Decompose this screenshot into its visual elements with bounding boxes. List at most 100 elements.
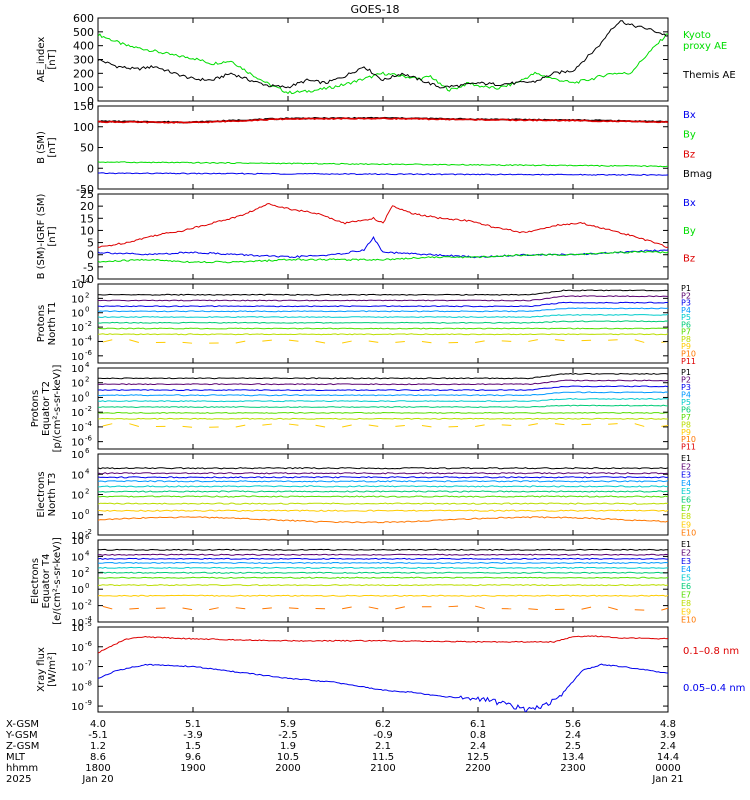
y-tick-label: 10 — [71, 618, 84, 629]
panel-traces — [98, 548, 668, 611]
x-axis-value: 0000 — [655, 763, 680, 774]
y-tick-label: 10 — [71, 408, 84, 419]
y-tick-label: 0 — [87, 249, 94, 262]
y-tick-exponent: -6 — [85, 349, 93, 357]
y-axis-label: Xray flux — [36, 647, 47, 692]
panel-traces — [98, 116, 668, 176]
y-tick-label: 0 — [87, 162, 94, 175]
channel-line-p2 — [98, 379, 668, 386]
channel-label-e1: E1 — [681, 540, 691, 549]
series-line-0-05-0-4-nm — [98, 663, 668, 712]
y-tick-exponent: -7 — [85, 660, 92, 668]
channel-line-e9 — [98, 509, 668, 512]
channel-label-p1: P1 — [681, 284, 691, 293]
channel-label-e6: E6 — [681, 582, 691, 591]
channel-label-e10: E10 — [681, 529, 696, 538]
channel-label-e3: E3 — [681, 471, 691, 480]
y-tick-label: -50 — [76, 183, 94, 196]
x-axis-value: 5.6 — [565, 719, 581, 730]
y-tick-label: 10 — [71, 294, 84, 305]
y-tick-exponent: -5 — [85, 620, 92, 628]
y-tick-exponent: -4 — [85, 420, 93, 428]
channel-line-e3 — [98, 557, 668, 560]
y-tick-exponent: -2 — [85, 320, 92, 328]
channel-segment-e10 — [182, 607, 193, 611]
y-tick-label: 10 — [71, 536, 84, 547]
channel-line-e1 — [98, 548, 668, 551]
panel-traces — [98, 202, 668, 264]
channel-segment-p9 — [421, 424, 432, 428]
panel-bsm: -50 0 50 100 150 B (SM) [nT] Bx By Bz Bmag — [36, 100, 712, 196]
legend-entry: By — [683, 130, 696, 141]
x-axis-row-label: Z-GSM — [6, 741, 39, 752]
channel-label-p10: P10 — [681, 349, 696, 358]
channel-segment-e10 — [581, 606, 592, 610]
x-axis-value: 4.0 — [90, 719, 106, 730]
y-tick-label: 10 — [71, 379, 84, 390]
channel-label-e2: E2 — [681, 462, 691, 471]
channel-segment-p9 — [528, 339, 538, 342]
series-line-bz — [98, 202, 668, 248]
channel-label-p2: P2 — [681, 291, 691, 300]
channel-line-p4 — [98, 307, 668, 313]
legend-entry: Bz — [683, 149, 695, 160]
channel-segment-p9 — [342, 340, 352, 344]
channel-segment-p9 — [501, 424, 512, 426]
series-line-themis-ae — [98, 20, 668, 89]
y-axis-label: [nT] — [47, 226, 58, 246]
channel-segment-p9 — [608, 339, 618, 341]
channel-label-p8: P8 — [681, 335, 691, 344]
channel-line-e2 — [98, 553, 668, 556]
channel-label-e4: E4 — [681, 479, 691, 488]
panel-traces — [98, 372, 668, 428]
x-axis-value: 6.2 — [375, 719, 391, 730]
y-tick-exponent: 4 — [85, 277, 90, 285]
x-axis-value: 3.9 — [660, 730, 676, 741]
y-tick-exponent: 2 — [85, 376, 89, 384]
legend-entry: proxy AE — [683, 41, 727, 52]
y-tick-label: 10 — [71, 364, 84, 375]
panel-frame — [97, 626, 669, 713]
x-axis-row-label: MLT — [6, 752, 26, 763]
y-tick-exponent: -9 — [85, 699, 92, 707]
channel-segment-e10 — [368, 606, 379, 610]
legend-entry: Bx — [683, 110, 696, 121]
x-axis-date-start: Jan 20 — [81, 774, 113, 785]
x-axis-value: 9.6 — [185, 752, 201, 763]
channel-segment-e10 — [102, 605, 113, 610]
channel-label-p6: P6 — [681, 320, 691, 329]
channel-label-p8: P8 — [681, 420, 691, 429]
channel-label-e2: E2 — [681, 548, 691, 557]
series-line-bx — [98, 236, 668, 259]
channel-label-e5: E5 — [681, 487, 691, 496]
x-axis-value: -0.9 — [373, 730, 393, 741]
y-tick-label: 300 — [73, 54, 94, 67]
channel-line-e7 — [98, 576, 668, 579]
legend-entry: By — [683, 226, 696, 237]
channel-line-e5 — [98, 566, 668, 569]
y-tick-label: 500 — [73, 26, 94, 39]
y-tick-label: 10 — [71, 663, 84, 674]
channel-segment-p9 — [661, 424, 668, 427]
channel-label-p7: P7 — [681, 413, 691, 422]
channel-label-p11: P11 — [681, 443, 696, 452]
channel-line-p6 — [98, 404, 668, 409]
y-tick-label: 200 — [73, 67, 94, 80]
y-tick-exponent: -6 — [85, 640, 93, 648]
x-axis-value: 5.9 — [280, 719, 296, 730]
y-tick-label: 10 — [71, 531, 84, 542]
channel-segment-p9 — [182, 341, 193, 344]
x-axis-value: 2.1 — [375, 741, 391, 752]
panel-frame — [97, 17, 669, 102]
x-axis-value: 4.8 — [660, 719, 676, 730]
series-line-by — [98, 250, 668, 264]
y-tick-exponent: -2 — [85, 528, 92, 536]
y-tick-label: 10 — [71, 702, 84, 713]
channel-segment-p9 — [129, 339, 139, 344]
y-tick-exponent: 0 — [85, 306, 89, 314]
channel-label-e8: E8 — [681, 512, 691, 521]
y-tick-exponent: -6 — [85, 435, 93, 443]
channel-segment-e10 — [661, 607, 668, 611]
channel-label-p2: P2 — [681, 375, 691, 384]
channel-line-p6 — [98, 320, 668, 324]
